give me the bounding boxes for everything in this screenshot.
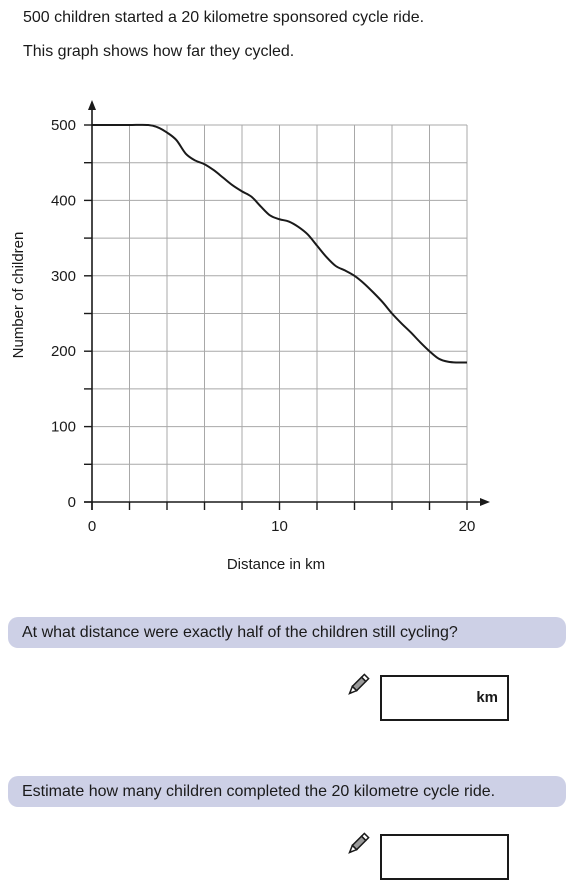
answer-box-2[interactable] [380, 834, 509, 880]
intro-line-1: 500 children started a 20 kilometre spon… [23, 9, 425, 26]
chart-ticks [84, 124, 468, 510]
y-axis-arrow [88, 100, 96, 110]
pencil-icon [348, 832, 370, 854]
answer-box-1[interactable]: km [380, 675, 509, 721]
x-tick-label: 0 [88, 518, 96, 535]
chart-axes [84, 100, 490, 510]
series-line [91, 123, 468, 364]
answer-unit-km: km [476, 689, 498, 706]
x-tick-label: 10 [271, 518, 288, 535]
y-axis-label: Number of children [10, 232, 27, 359]
y-tick-label: 300 [51, 268, 76, 285]
y-tick-label: 200 [51, 343, 76, 360]
x-axis-label: Distance in km [227, 556, 325, 573]
y-tick-label: 500 [51, 117, 76, 134]
x-tick-label: 20 [459, 518, 476, 535]
question-2: Estimate how many children completed the… [8, 776, 566, 807]
y-tick-label: 0 [68, 494, 76, 511]
pencil-icon [348, 673, 370, 695]
question-1: At what distance were exactly half of th… [8, 617, 566, 648]
intro-line-2: This graph shows how far they cycled. [23, 43, 295, 60]
y-tick-label: 400 [51, 192, 76, 209]
chart-grid [92, 124, 468, 502]
x-axis-arrow [480, 498, 490, 506]
y-tick-label: 100 [51, 419, 76, 436]
